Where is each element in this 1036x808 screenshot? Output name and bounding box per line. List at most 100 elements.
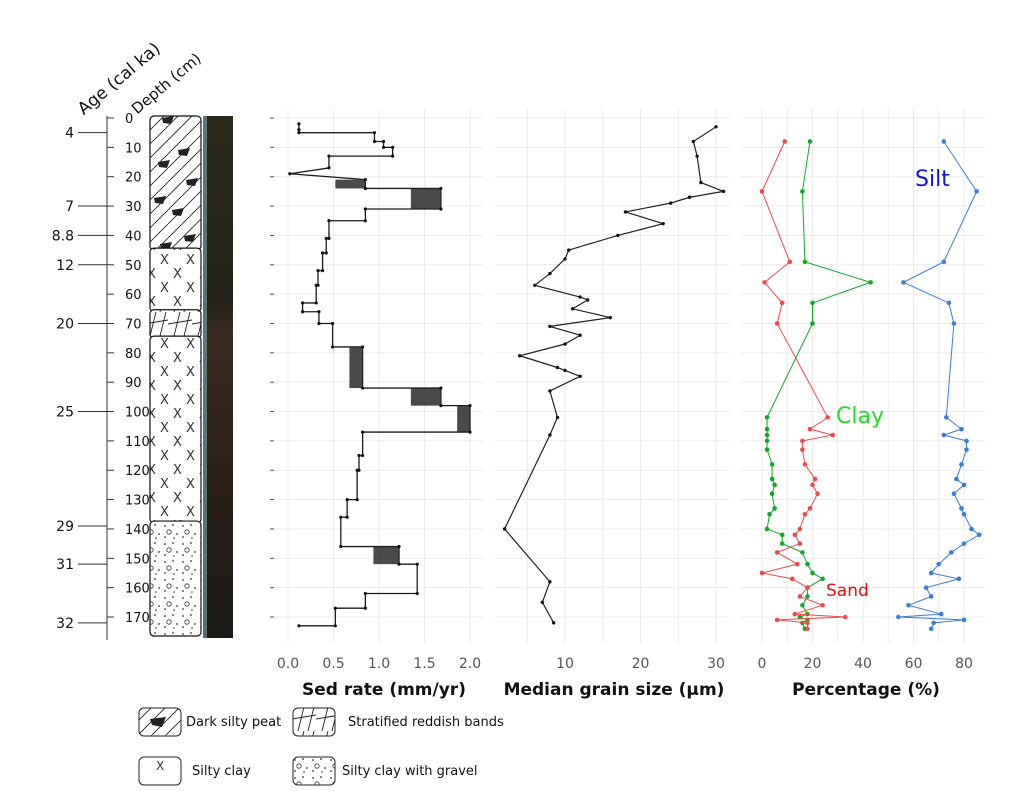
grain-size-point xyxy=(661,221,665,226)
series-point-clay xyxy=(805,611,810,617)
sed-rate-point xyxy=(324,251,328,255)
sed-rate-point xyxy=(415,562,419,566)
series-point-clay xyxy=(772,482,777,488)
sed-rate-point xyxy=(361,430,365,434)
sed-rate-point xyxy=(324,236,328,240)
sed-rate-point xyxy=(361,453,365,458)
grain-size-panel: 10 20 30 Median grain size (µm) xyxy=(495,108,730,700)
series-point-silt xyxy=(949,550,954,555)
peat-fragment xyxy=(162,116,174,124)
grain-size-line xyxy=(503,126,726,624)
sed-rate-point xyxy=(297,122,301,126)
series-point-clay xyxy=(764,438,770,444)
sed-rate-point xyxy=(468,404,472,408)
series-point-silt xyxy=(901,280,906,285)
sed-rate-point xyxy=(363,591,367,596)
series-point-silt xyxy=(959,506,964,511)
grain-size-point xyxy=(502,527,507,531)
series-point-silt xyxy=(974,189,979,194)
grain-size-point xyxy=(518,354,522,358)
grain-size-point xyxy=(548,433,552,437)
peat-fragment xyxy=(178,148,190,156)
silty-clay-swatch-icon: X xyxy=(138,756,182,786)
series-point-silt xyxy=(936,561,942,567)
series-point-silt xyxy=(951,491,957,497)
sed-rate-point xyxy=(339,515,343,519)
series-label-clay: Clay xyxy=(836,404,884,429)
series-point-sand xyxy=(807,426,813,432)
series-point-clay xyxy=(805,594,810,599)
series-point-clay xyxy=(764,526,770,532)
series-point-clay xyxy=(764,415,770,420)
series-point-sand xyxy=(830,432,835,438)
series-point-clay xyxy=(769,462,775,467)
percentage-panel: Silt Clay Sand 0 20 40 60 80 Percentage (%) xyxy=(740,108,985,700)
sed-rate-point xyxy=(297,624,301,628)
x-axis-title: Sed rate (mm/yr) xyxy=(302,680,466,700)
sed-rate-point xyxy=(314,283,318,287)
series-point-silt xyxy=(961,617,967,623)
series-point-silt xyxy=(976,532,982,538)
sed-rate-point xyxy=(345,515,349,519)
gravel-swatch-icon xyxy=(292,756,336,786)
depth-tick-label: 120 xyxy=(125,464,150,479)
series-point-sand xyxy=(797,541,803,546)
series-point-clay xyxy=(800,189,805,194)
series-point-silt xyxy=(959,462,964,467)
sed-rate-point xyxy=(330,345,335,349)
peat-fragment xyxy=(158,160,170,168)
depth-tick-label: 160 xyxy=(125,582,150,597)
series-point-clay xyxy=(802,259,808,265)
series-point-silt xyxy=(931,620,936,626)
grain-size-point xyxy=(540,600,545,605)
series-point-silt xyxy=(928,594,934,599)
age-label: 25 xyxy=(56,405,74,421)
sed-rate-point xyxy=(339,544,343,549)
svg-text:X: X xyxy=(156,759,164,773)
depth-tick-label: 110 xyxy=(125,435,150,450)
series-point-silt xyxy=(928,570,934,576)
sed-rate-point xyxy=(397,562,401,566)
sed-rate-point xyxy=(363,178,367,182)
sed-rate-point xyxy=(372,139,377,144)
x-tick-label: 40 xyxy=(854,656,872,672)
lithology-unit-gravel xyxy=(149,520,202,637)
depth-tick-label: 10 xyxy=(125,141,142,156)
grain-size-point xyxy=(623,210,628,214)
sed-rate-panel: 0.0 0.5 1.0 1.5 2.0 Sed rate (mm/yr) xyxy=(270,108,483,700)
depth-tick-label: 50 xyxy=(125,259,142,274)
series-point-sand xyxy=(800,447,805,452)
series-point-clay xyxy=(805,561,810,567)
grain-size-point xyxy=(721,189,726,194)
series-point-clay xyxy=(779,541,785,546)
depth-ticks: 0 10 20 30 40 50 60 70 80 90 100 110 120 130 140 150 160… xyxy=(107,112,150,626)
sed-rate-point xyxy=(297,128,301,132)
series-point-clay xyxy=(868,280,873,285)
sed-rate-shade xyxy=(410,388,441,406)
sed-rate-point xyxy=(357,453,361,458)
series-point-clay xyxy=(772,506,777,511)
grain-size-point xyxy=(691,139,696,144)
x-tick-label: 1.5 xyxy=(413,656,435,672)
legend-item-peat: Dark silty peat xyxy=(138,707,281,737)
grain-size-point xyxy=(578,333,582,337)
sed-rate-point xyxy=(439,386,443,390)
x-tick-label: 2.0 xyxy=(459,656,481,672)
legend-item-gravel: Silty clay with gravel xyxy=(292,756,478,786)
depth-tick-label: 80 xyxy=(125,347,142,362)
grain-size-point xyxy=(563,368,567,373)
sed-rate-point xyxy=(415,591,419,596)
series-point-clay xyxy=(764,426,770,432)
series-point-silt xyxy=(941,432,947,438)
sed-rate-point xyxy=(317,310,321,314)
series-point-sand xyxy=(820,602,825,608)
age-label: 32 xyxy=(56,616,74,632)
series-point-silt xyxy=(938,611,944,617)
grain-size-point xyxy=(714,125,718,129)
series-label-sand: Sand xyxy=(826,581,869,601)
sed-rate-shade xyxy=(373,546,400,565)
depth-tick-label: 140 xyxy=(125,523,150,538)
series-point-sand xyxy=(802,462,808,467)
lithology-unit-stratified xyxy=(149,309,202,339)
